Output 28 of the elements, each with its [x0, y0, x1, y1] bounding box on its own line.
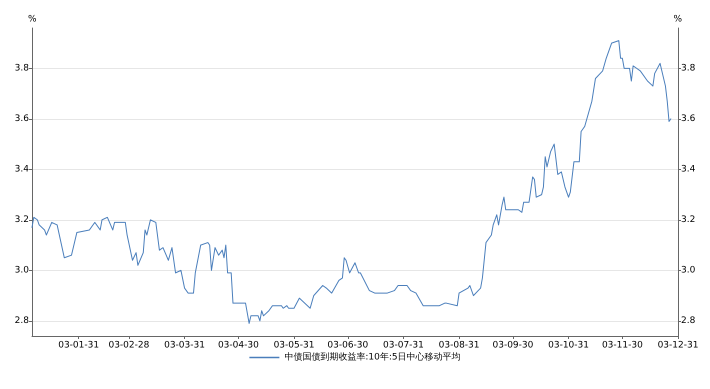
y-tick-label: 3.4	[14, 164, 30, 174]
y2-tick-label: 3.6	[681, 114, 696, 124]
y-tick-label: 3.2	[14, 214, 29, 225]
line-series	[32, 40, 672, 324]
y-tick-label: 3.6	[14, 114, 30, 124]
y2-axis-title: %	[673, 14, 682, 24]
x-tick-label: 03-04-30	[218, 340, 260, 350]
x-tick-label: 03-03-31	[164, 340, 205, 350]
legend-label: 中债国债到期收益率:10年:5日中心移动平均	[284, 352, 461, 362]
y2-tick-label: 3.8	[681, 63, 696, 74]
y-tick-label: 3.8	[14, 63, 30, 74]
x-tick-label: 03-10-31	[548, 340, 589, 350]
x-tick-label: 03-12-31	[658, 340, 698, 350]
x-tick-label: 03-09-30	[492, 340, 534, 350]
x-tick-label: 03-11-30	[602, 340, 644, 350]
y-tick-label: 2.8	[14, 316, 30, 326]
x-tick-label: 03-06-30	[327, 340, 369, 350]
y2-tick-label: 2.8	[681, 316, 696, 326]
y-axis-title: %	[28, 14, 37, 24]
x-tick-label: 03-02-28	[108, 340, 150, 350]
x-tick-label: 03-01-31	[58, 340, 100, 350]
x-tick-label: 03-05-31	[274, 340, 314, 350]
x-tick-label: 03-08-31	[438, 340, 480, 350]
y-tick-label: 3.0	[14, 265, 30, 276]
y2-tick-label: 3.2	[681, 214, 696, 225]
y2-tick-label: 3.4	[681, 164, 696, 174]
y2-tick-label: 3.0	[681, 265, 696, 276]
x-tick-label: 03-07-31	[383, 340, 424, 350]
